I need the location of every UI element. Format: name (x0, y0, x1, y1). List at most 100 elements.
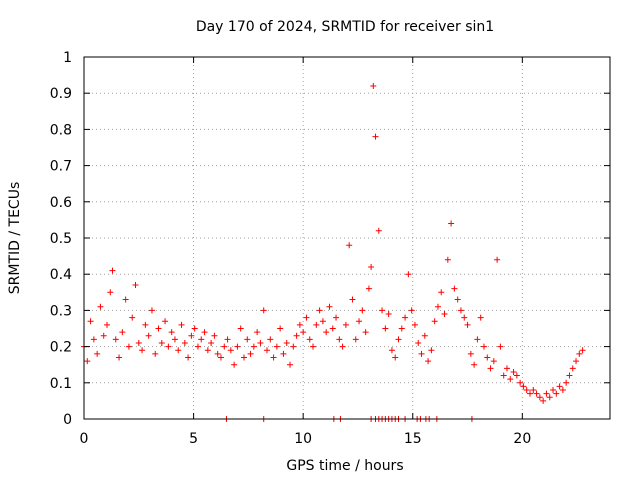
data-point (457, 307, 464, 314)
data-point (250, 343, 257, 350)
data-point (107, 289, 114, 296)
data-point (175, 347, 182, 354)
data-point (388, 347, 395, 354)
data-point (237, 325, 244, 332)
data-point (129, 314, 136, 321)
grid-layer (84, 57, 610, 419)
data-point (188, 332, 195, 339)
y-tick-label: 0 (63, 412, 72, 428)
data-point (451, 285, 458, 292)
data-point (316, 307, 323, 314)
data-point (431, 318, 438, 325)
data-point (234, 343, 241, 350)
data-point (310, 343, 317, 350)
data-point (503, 365, 510, 372)
data-point (333, 314, 340, 321)
data-point (270, 354, 277, 361)
data-point (510, 368, 517, 375)
data-point (90, 336, 97, 343)
data-point (165, 343, 172, 350)
data-point (368, 263, 375, 270)
data-point (550, 387, 557, 394)
data-point (477, 314, 484, 321)
data-point (530, 387, 537, 394)
data-point (155, 325, 162, 332)
data-point (125, 343, 132, 350)
data-point (240, 354, 247, 361)
data-point (372, 133, 379, 140)
data-point (484, 354, 491, 361)
data-point (467, 350, 474, 357)
data-point (392, 354, 399, 361)
data-point (385, 311, 392, 318)
data-point (576, 350, 583, 357)
y-tick-label: 0.3 (50, 303, 72, 319)
data-point (543, 390, 550, 397)
data-point (342, 321, 349, 328)
data-point (474, 336, 481, 343)
data-point (162, 318, 169, 325)
data-point (260, 307, 267, 314)
data-point (254, 329, 261, 336)
data-point (527, 390, 534, 397)
data-point (349, 296, 356, 303)
data-point (339, 343, 346, 350)
data-point (398, 325, 405, 332)
data-point (507, 376, 514, 383)
data-point (306, 336, 313, 343)
data-point (382, 325, 389, 332)
data-point (116, 354, 123, 361)
data-point (411, 321, 418, 328)
data-point (418, 350, 425, 357)
data-point (87, 318, 94, 325)
data-point (362, 329, 369, 336)
data-point (244, 336, 251, 343)
data-point (296, 321, 303, 328)
data-point (303, 314, 310, 321)
data-point (346, 242, 353, 249)
tick-layer: 00.10.20.30.40.50.60.70.80.910 5 10 15 20 (50, 50, 610, 447)
data-point (214, 350, 221, 357)
data-point (563, 379, 570, 386)
data-point (158, 339, 165, 346)
data-point (497, 343, 504, 350)
data-points-layer (81, 82, 586, 422)
data-point (336, 336, 343, 343)
x-tick-label: 15 (404, 431, 422, 447)
data-point (441, 311, 448, 318)
data-point (283, 339, 290, 346)
data-point (379, 307, 386, 314)
data-point (142, 321, 149, 328)
data-point (280, 350, 287, 357)
data-point (287, 361, 294, 368)
y-axis-label: SRMTID / TECUs (7, 182, 23, 295)
x-tick-label: 5 (189, 431, 198, 447)
data-point (171, 336, 178, 343)
data-point (132, 282, 139, 289)
data-point (448, 220, 455, 227)
data-point (573, 358, 580, 365)
data-point (227, 347, 234, 354)
data-point (168, 329, 175, 336)
data-point (356, 318, 363, 325)
data-point (559, 387, 566, 394)
data-point (370, 82, 377, 89)
data-point (145, 332, 152, 339)
data-point (428, 347, 435, 354)
data-point (319, 318, 326, 325)
y-tick-label: 0.4 (50, 267, 72, 283)
data-point (112, 336, 119, 343)
data-point (191, 325, 198, 332)
y-tick-label: 0.5 (50, 231, 72, 247)
data-point (480, 343, 487, 350)
data-point (500, 372, 507, 379)
data-point (540, 397, 547, 404)
data-point (185, 354, 192, 361)
data-point (513, 372, 520, 379)
data-point (100, 332, 107, 339)
data-point (434, 303, 441, 310)
x-tick-label: 0 (80, 431, 89, 447)
x-tick-label: 10 (294, 431, 312, 447)
data-point (359, 307, 366, 314)
